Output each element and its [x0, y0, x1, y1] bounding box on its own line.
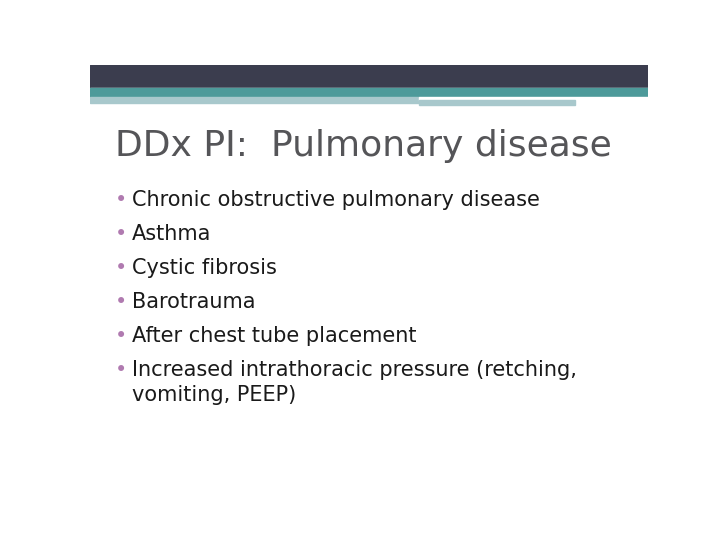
Text: Asthma: Asthma [132, 224, 211, 244]
Text: Increased intrathoracic pressure (retching,
vomiting, PEEP): Increased intrathoracic pressure (retchi… [132, 360, 577, 405]
Text: Cystic fibrosis: Cystic fibrosis [132, 258, 276, 278]
Text: •: • [114, 360, 127, 380]
Bar [425, 88, 648, 97]
Bar [419, 100, 575, 105]
Text: •: • [114, 190, 127, 210]
Bar [419, 97, 648, 100]
Bar [90, 97, 419, 103]
Text: Chronic obstructive pulmonary disease: Chronic obstructive pulmonary disease [132, 190, 540, 210]
Text: •: • [114, 326, 127, 346]
Bar [90, 88, 425, 97]
Text: •: • [114, 258, 127, 278]
Text: After chest tube placement: After chest tube placement [132, 326, 416, 346]
Text: •: • [114, 292, 127, 312]
Text: DDx PI:  Pulmonary disease: DDx PI: Pulmonary disease [115, 129, 612, 163]
Text: Barotrauma: Barotrauma [132, 292, 256, 312]
Text: •: • [114, 224, 127, 244]
